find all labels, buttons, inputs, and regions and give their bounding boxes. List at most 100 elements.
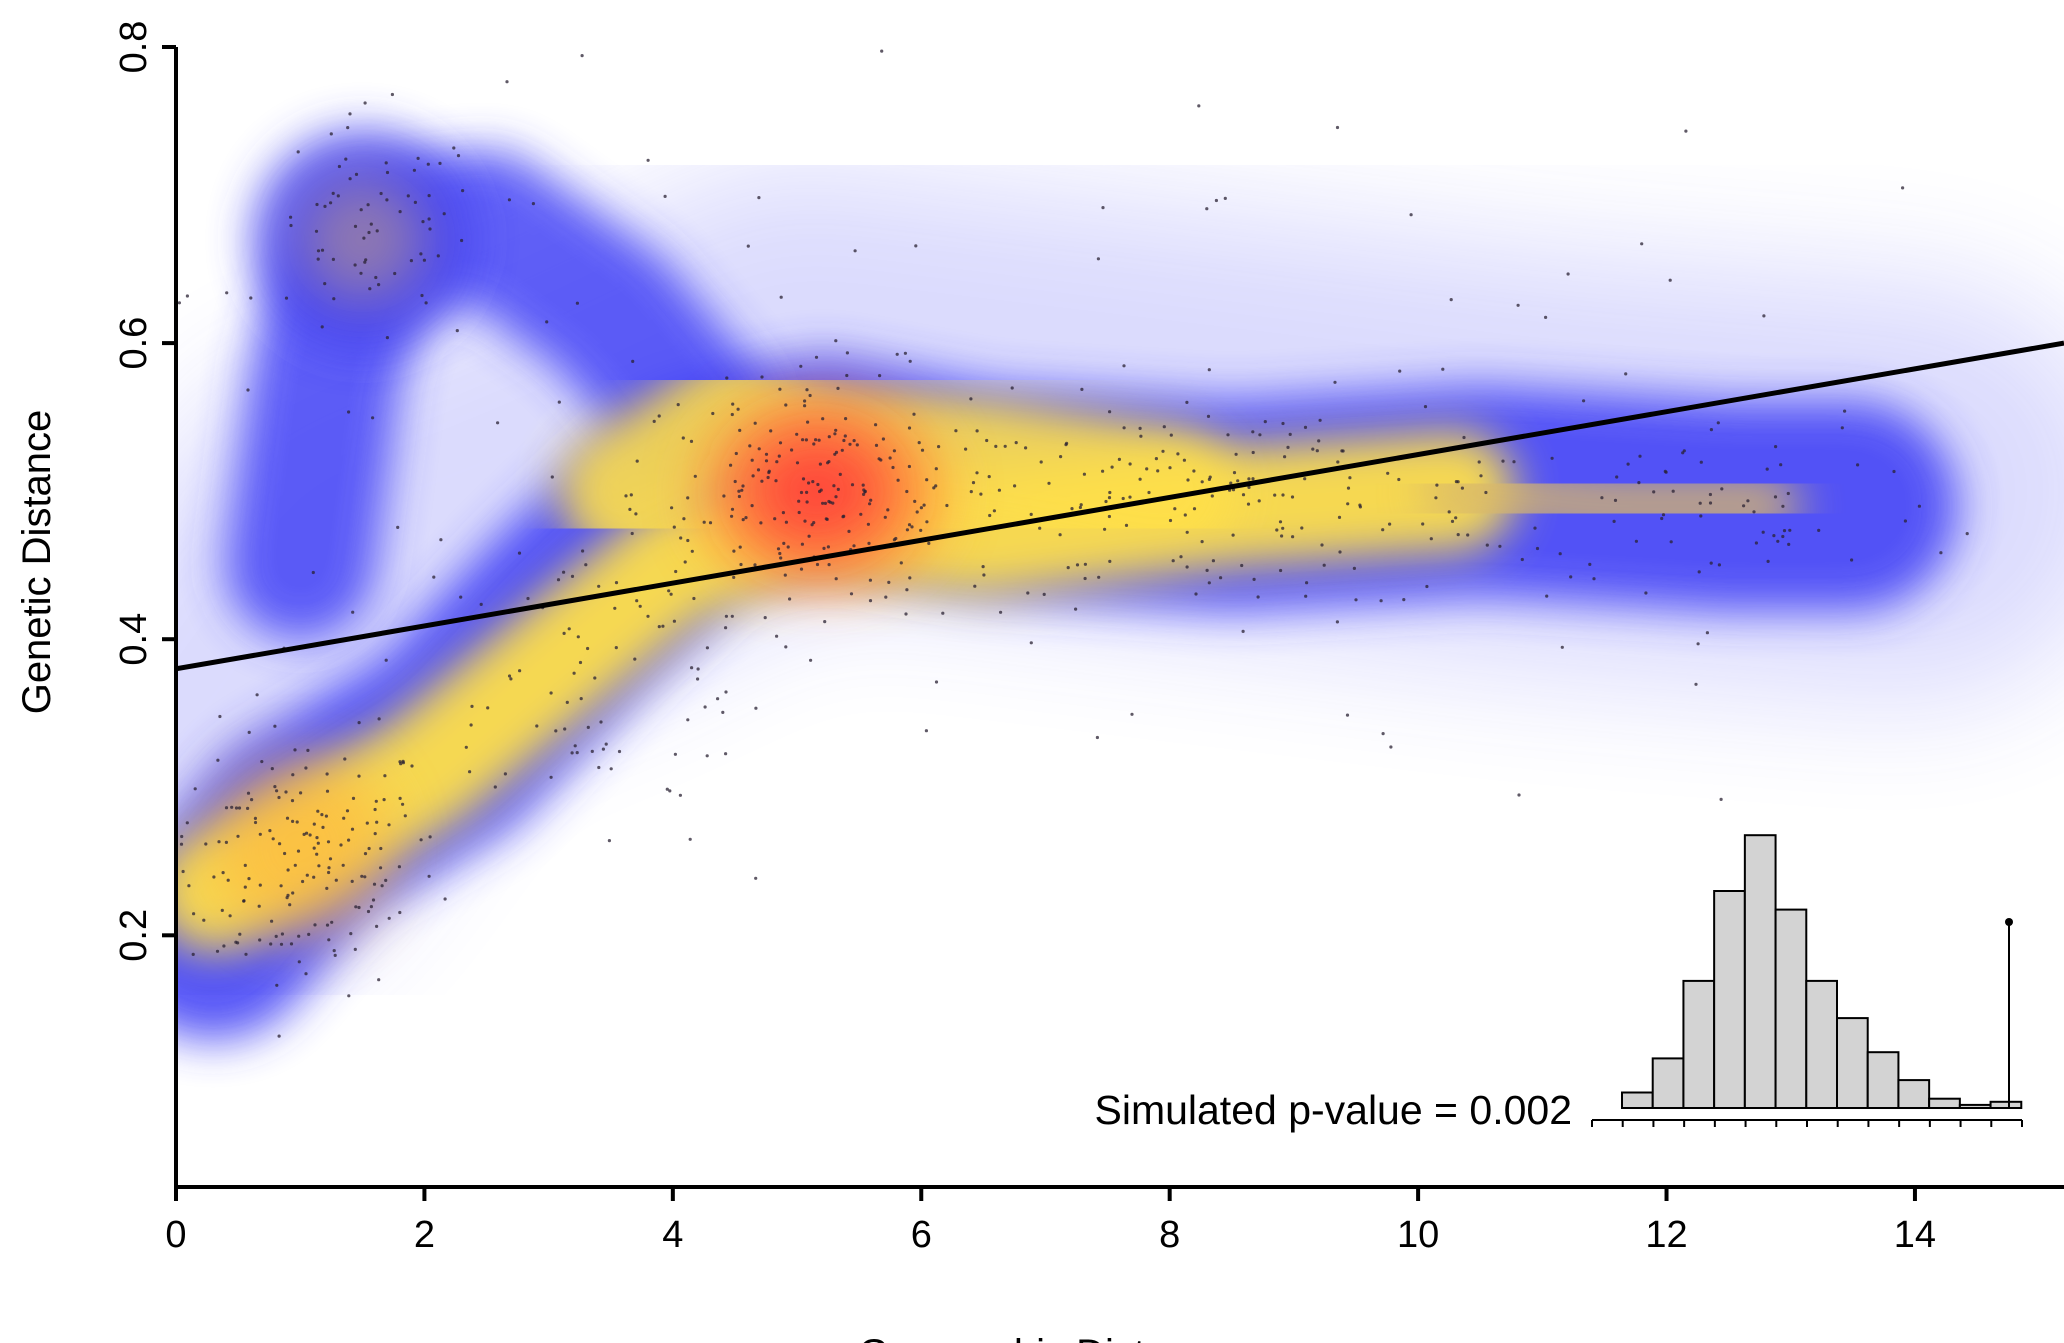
scatter-point bbox=[731, 402, 735, 406]
scatter-point bbox=[1397, 477, 1401, 482]
scatter-point bbox=[332, 297, 336, 301]
scatter-point bbox=[1435, 483, 1439, 487]
scatter-point bbox=[289, 942, 294, 946]
scatter-point bbox=[288, 903, 292, 907]
scatter-point bbox=[316, 809, 320, 813]
scatter-point bbox=[348, 112, 352, 116]
scatter-point bbox=[988, 513, 992, 518]
scatter-point bbox=[690, 666, 694, 670]
scatter-point bbox=[920, 448, 925, 452]
scatter-point bbox=[782, 541, 786, 546]
scatter-point bbox=[688, 837, 692, 841]
scatter-point bbox=[419, 252, 423, 256]
scatter-point bbox=[670, 506, 674, 510]
scatter-point bbox=[420, 293, 424, 298]
scatter-point bbox=[336, 194, 340, 198]
scatter-point bbox=[891, 465, 895, 470]
scatter-point bbox=[257, 904, 261, 908]
scatter-point bbox=[1042, 592, 1046, 597]
scatter-point bbox=[354, 905, 358, 909]
scatter-point bbox=[1219, 576, 1223, 580]
scatter-point bbox=[975, 429, 979, 433]
scatter-point bbox=[332, 949, 336, 953]
scatter-point bbox=[1066, 566, 1070, 570]
scatter-point bbox=[586, 725, 590, 730]
scatter-point bbox=[764, 459, 769, 463]
scatter-point bbox=[289, 215, 293, 219]
scatter-point bbox=[617, 749, 622, 754]
scatter-point bbox=[692, 596, 696, 601]
axes: 0 2 4 6 8 10 12 14 0.2 0.4 0.6 0.8 bbox=[113, 21, 2064, 1256]
scatter-point bbox=[459, 595, 463, 599]
scatter-point bbox=[464, 745, 468, 749]
scatter-point bbox=[937, 445, 941, 449]
scatter-point bbox=[815, 562, 820, 567]
scatter-point bbox=[1107, 514, 1111, 519]
scatter-point bbox=[1317, 439, 1321, 443]
scatter-point bbox=[812, 442, 816, 446]
scatter-point bbox=[549, 775, 553, 779]
scatter-point bbox=[775, 634, 779, 638]
scatter-point bbox=[874, 423, 878, 427]
inset-bar bbox=[1989, 1100, 2023, 1110]
scatter-point bbox=[1341, 449, 1345, 453]
scatter-point bbox=[868, 578, 873, 582]
scatter-point bbox=[892, 538, 897, 542]
scatter-point bbox=[1335, 620, 1339, 624]
scatter-point bbox=[1533, 526, 1537, 530]
scatter-point bbox=[1080, 387, 1084, 391]
scatter-point bbox=[1286, 445, 1290, 449]
scatter-point bbox=[674, 569, 678, 574]
scatter-point bbox=[1108, 559, 1112, 564]
scatter-point bbox=[682, 517, 686, 521]
scatter-point bbox=[366, 909, 371, 914]
scatter-point bbox=[969, 397, 973, 401]
scatter-point bbox=[1781, 534, 1785, 539]
scatter-point bbox=[1070, 507, 1074, 511]
scatter-point bbox=[384, 878, 388, 883]
scatter-point bbox=[1512, 460, 1516, 464]
scatter-point bbox=[296, 849, 301, 853]
scatter-point bbox=[756, 468, 761, 472]
x-axis-title: Geographic Distance bbox=[858, 1332, 1232, 1343]
scatter-point bbox=[868, 502, 872, 506]
scatter-point bbox=[896, 478, 900, 482]
scatter-point bbox=[360, 874, 364, 878]
scatter-point bbox=[1047, 481, 1051, 485]
scatter-point bbox=[724, 690, 728, 694]
scatter-point bbox=[246, 388, 250, 392]
scatter-point bbox=[283, 851, 287, 856]
scatter-point bbox=[250, 798, 254, 802]
scatter-point bbox=[369, 222, 373, 226]
scatter-point bbox=[1447, 510, 1451, 514]
scatter-point bbox=[438, 161, 442, 165]
scatter-point bbox=[827, 499, 831, 504]
scatter-point bbox=[291, 773, 295, 777]
scatter-point bbox=[1169, 433, 1173, 437]
scatter-point bbox=[1014, 441, 1018, 445]
scatter-point bbox=[1501, 459, 1505, 463]
scatter-point bbox=[852, 544, 856, 548]
scatter-point bbox=[363, 852, 368, 856]
scatter-point bbox=[237, 806, 242, 810]
scatter-point bbox=[1096, 257, 1100, 261]
scatter-point bbox=[672, 619, 677, 623]
scatter-point bbox=[1322, 563, 1326, 567]
scatter-point bbox=[363, 260, 367, 264]
scatter-point bbox=[275, 789, 279, 793]
scatter-point bbox=[1251, 450, 1255, 455]
scatter-point bbox=[917, 441, 921, 445]
scatter-point bbox=[273, 785, 277, 789]
scatter-point bbox=[366, 203, 370, 207]
scatter-point bbox=[353, 224, 358, 228]
scatter-point bbox=[359, 271, 363, 275]
scatter-point bbox=[934, 680, 939, 684]
scatter-point bbox=[827, 460, 831, 464]
scatter-point bbox=[1456, 533, 1460, 537]
scatter-point bbox=[672, 525, 676, 529]
scatter-point bbox=[412, 168, 416, 172]
scatter-point bbox=[1058, 533, 1062, 537]
scatter-point bbox=[1082, 472, 1086, 476]
scatter-point bbox=[763, 616, 767, 620]
scatter-point bbox=[341, 863, 345, 867]
